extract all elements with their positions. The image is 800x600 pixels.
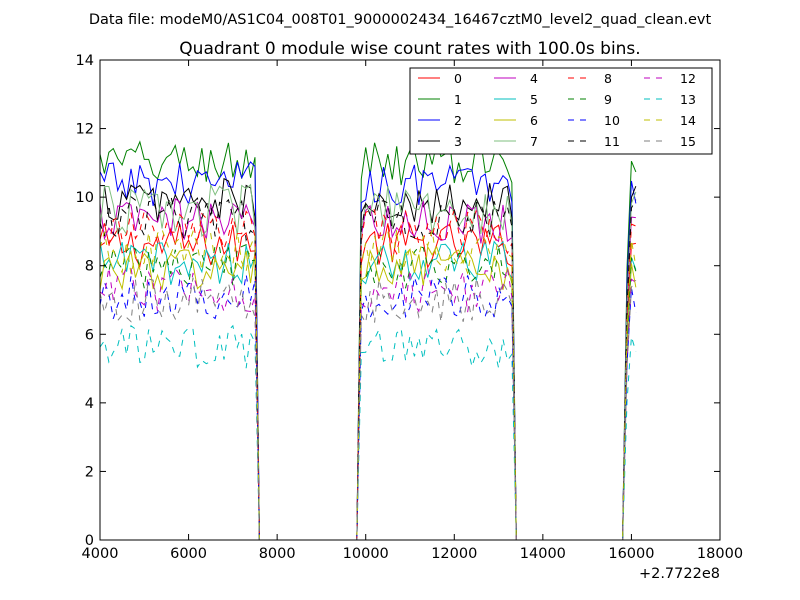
chart-title: Quadrant 0 module wise count rates with … xyxy=(179,39,640,59)
legend-label-12: 12 xyxy=(680,71,696,86)
x-tick-label: 14000 xyxy=(520,546,566,562)
legend-label-11: 11 xyxy=(604,134,620,149)
y-tick-label: 10 xyxy=(76,190,94,206)
legend-label-0: 0 xyxy=(454,71,462,86)
y-tick-label: 0 xyxy=(85,533,94,549)
y-tick-label: 12 xyxy=(76,122,94,138)
x-tick-label: 16000 xyxy=(608,546,654,562)
legend-label-1: 1 xyxy=(454,92,462,107)
x-tick-label: 4000 xyxy=(82,546,119,562)
x-tick-label: 10000 xyxy=(343,546,389,562)
legend-label-8: 8 xyxy=(604,71,612,86)
y-tick-label: 4 xyxy=(85,396,94,412)
legend-label-14: 14 xyxy=(680,113,696,128)
x-axis: 4000 6000 8000 10000 12000 14000 16000 18000 xyxy=(82,60,743,562)
legend-label-4: 4 xyxy=(530,71,538,86)
legend-label-2: 2 xyxy=(454,113,462,128)
figure-suptitle: Data file: modeM0/AS1C04_008T01_90000024… xyxy=(89,12,712,28)
legend-label-13: 13 xyxy=(680,92,696,107)
y-tick-label: 6 xyxy=(85,327,94,343)
legend-label-10: 10 xyxy=(604,113,620,128)
series-line-15 xyxy=(99,277,637,541)
legend-box xyxy=(409,67,713,155)
legend-label-9: 9 xyxy=(604,92,612,107)
x-tick-label: 6000 xyxy=(170,546,207,562)
legend-label-15: 15 xyxy=(680,134,696,149)
y-tick-label: 2 xyxy=(85,464,94,480)
y-tick-label: 8 xyxy=(85,259,94,275)
axes-frame xyxy=(99,59,721,541)
x-offset-label: +2.7722e8 xyxy=(639,566,720,582)
legend-label-3: 3 xyxy=(454,134,462,149)
x-tick-label: 8000 xyxy=(259,546,296,562)
y-tick-label: 14 xyxy=(76,53,94,69)
x-tick-label: 18000 xyxy=(697,546,743,562)
legend-label-5: 5 xyxy=(530,92,538,107)
legend-label-7: 7 xyxy=(530,134,538,149)
legend-label-6: 6 xyxy=(530,113,538,128)
x-tick-label: 12000 xyxy=(431,546,477,562)
